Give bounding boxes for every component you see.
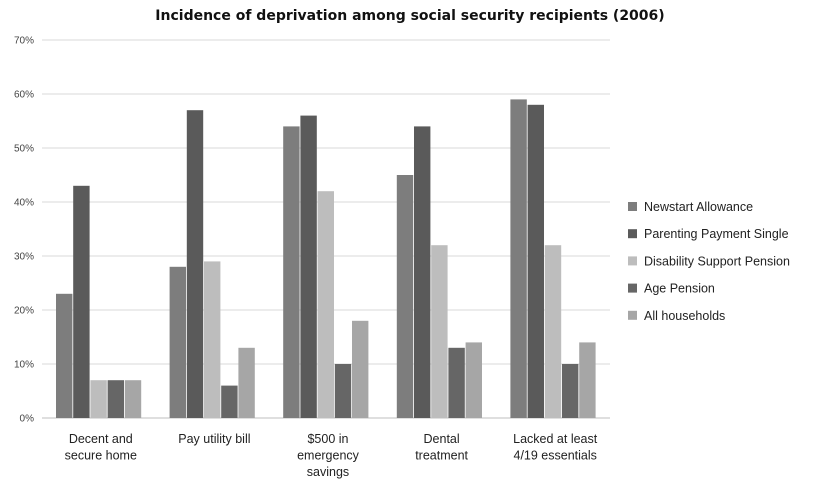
bar	[396, 175, 414, 418]
y-tick-label: 50%	[14, 144, 34, 155]
chart-title: Incidence of deprivation among social se…	[155, 8, 664, 24]
legend-swatch	[628, 256, 637, 266]
x-tick-label: $500 in	[307, 432, 348, 446]
bar	[283, 126, 300, 419]
bar	[510, 99, 527, 419]
bar	[579, 342, 596, 418]
legend-label: Age Pension	[644, 282, 715, 296]
x-tick-label: treatment	[415, 449, 468, 463]
y-tick-label: 70%	[14, 36, 34, 47]
y-tick-label: 60%	[14, 90, 34, 101]
bars	[56, 99, 596, 419]
bar	[352, 320, 369, 418]
bar	[204, 261, 221, 418]
bar	[90, 380, 107, 418]
x-tick-label: Decent and	[69, 432, 133, 446]
legend-label: Parenting Payment Single	[644, 227, 789, 241]
bar	[465, 342, 482, 418]
y-axis-ticks: 0% 10% 20% 30% 40% 50% 60% 70%	[14, 36, 34, 425]
x-tick-label: savings	[307, 465, 349, 479]
y-tick-label: 0%	[20, 414, 35, 425]
bar	[238, 347, 255, 418]
legend-swatch	[628, 229, 637, 239]
bar	[431, 245, 448, 418]
bar	[107, 380, 124, 418]
bar	[56, 293, 73, 418]
x-axis-ticks: Decent and secure home Pay utility bill $50…	[65, 432, 598, 479]
x-tick-label: Dental	[424, 432, 460, 446]
bar	[562, 364, 579, 418]
x-tick-label: emergency	[297, 449, 360, 463]
x-tick-label: 4/19 essentials	[514, 449, 597, 463]
bar	[300, 115, 317, 418]
legend-swatch	[628, 202, 637, 211]
legend-label: Disability Support Pension	[644, 254, 790, 268]
x-tick-label: Pay utility bill	[178, 432, 250, 446]
y-tick-label: 40%	[14, 198, 34, 209]
bar	[448, 347, 465, 418]
bar	[544, 245, 562, 418]
bar	[414, 126, 431, 419]
bar	[221, 385, 238, 418]
bar	[334, 364, 352, 418]
legend-swatch	[628, 310, 637, 320]
x-tick-label: secure home	[65, 449, 137, 463]
bar	[527, 104, 544, 419]
y-tick-label: 30%	[14, 252, 34, 263]
bar	[124, 380, 142, 418]
legend-swatch	[628, 283, 637, 293]
legend-label: Newstart Allowance	[644, 200, 753, 214]
bar	[73, 185, 90, 418]
bar	[317, 191, 334, 418]
bar	[169, 266, 186, 418]
legend-label: All households	[644, 309, 725, 323]
legend: Newstart Allowance Parenting Payment Sing…	[628, 200, 790, 323]
bar	[186, 110, 204, 418]
y-tick-label: 20%	[14, 306, 34, 317]
x-tick-label: Lacked at least	[513, 432, 598, 446]
y-tick-label: 10%	[14, 360, 34, 371]
